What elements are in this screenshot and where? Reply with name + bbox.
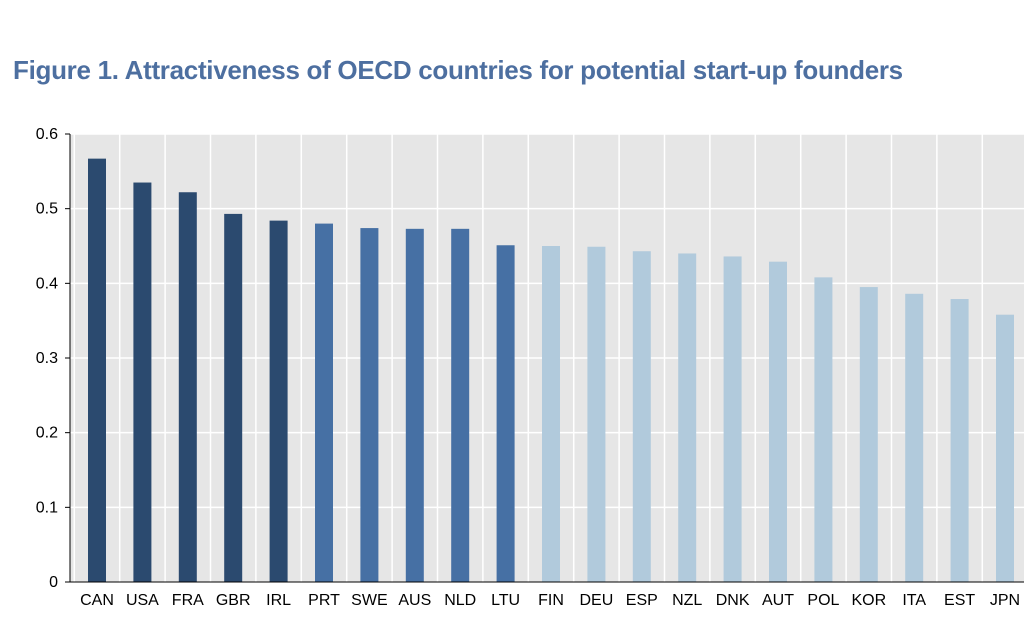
bar-usa — [133, 182, 152, 583]
x-tick-label-pol: POL — [807, 592, 839, 609]
x-tick-label-aus: AUS — [398, 592, 431, 609]
x-tick-label-fra: FRA — [172, 592, 204, 609]
bar-irl — [269, 220, 288, 582]
bar-dnk — [723, 256, 742, 582]
x-tick-label-aut: AUT — [762, 592, 794, 609]
bar-jpn — [996, 314, 1014, 582]
x-tick-label-nzl: NZL — [672, 592, 702, 609]
y-tick-label: 0.6 — [36, 126, 58, 143]
x-tick-label-nld: NLD — [444, 592, 476, 609]
bar-deu — [587, 246, 606, 582]
bar-ita — [905, 293, 924, 582]
bar-pol — [814, 277, 833, 582]
bar-fra — [178, 192, 197, 583]
bar-prt — [315, 223, 333, 582]
x-tick-label-esp: ESP — [626, 592, 658, 609]
x-tick-label-irl: IRL — [266, 592, 291, 609]
x-tick-label-gbr: GBR — [216, 592, 251, 609]
bar-est — [950, 299, 969, 582]
y-tick-label: 0.4 — [36, 275, 58, 292]
y-tick-label: 0 — [49, 574, 58, 591]
x-tick-label-kor: KOR — [851, 592, 886, 609]
bar-gbr — [224, 213, 243, 583]
x-tick-label-ltu: LTU — [491, 592, 520, 609]
bar-nzl — [678, 253, 697, 582]
x-tick-label-ita: ITA — [902, 592, 926, 609]
x-tick-label-usa: USA — [126, 592, 159, 609]
x-tick-label-can: CAN — [80, 592, 114, 609]
x-tick-label-jpn: JPN — [990, 592, 1020, 609]
x-tick-label-deu: DEU — [580, 592, 614, 609]
bar-nld — [451, 228, 470, 582]
bar-ltu — [496, 245, 515, 582]
y-tick-label: 0.3 — [36, 350, 58, 367]
bar-can — [88, 158, 106, 582]
bar-aus — [405, 228, 424, 582]
y-tick-label: 0.1 — [36, 499, 58, 516]
bar-fin — [542, 246, 560, 582]
bar-kor — [859, 287, 878, 582]
bar-esp — [632, 251, 651, 582]
x-tick-label-dnk: DNK — [716, 592, 750, 609]
y-tick-label: 0.2 — [36, 425, 58, 442]
x-tick-label-fin: FIN — [538, 592, 564, 609]
bar-aut — [769, 261, 787, 582]
x-tick-label-prt: PRT — [308, 592, 340, 609]
chart-title: Figure 1. Attractiveness of OECD countri… — [13, 55, 903, 85]
y-tick-label: 0.5 — [36, 201, 58, 218]
bar-swe — [360, 228, 379, 582]
x-tick-label-swe: SWE — [351, 592, 387, 609]
x-tick-label-est: EST — [944, 592, 975, 609]
